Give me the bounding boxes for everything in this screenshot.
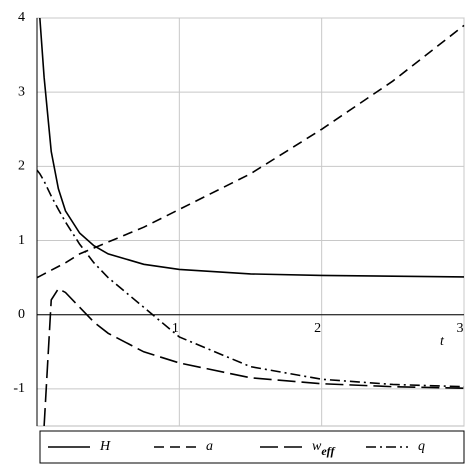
legend-label: q <box>418 439 425 454</box>
y-tick-label: 2 <box>18 159 25 174</box>
series-line <box>39 17 465 278</box>
series-line <box>36 169 465 388</box>
legend-label: a <box>206 439 213 454</box>
y-tick-label: 0 <box>18 307 25 322</box>
series-line <box>36 24 465 279</box>
x-tick-label: 2 <box>314 321 321 336</box>
legend-label: H <box>99 439 111 454</box>
y-tick-label: 4 <box>18 10 25 25</box>
x-tick-label: 3 <box>457 321 464 336</box>
x-tick-label: 1 <box>172 321 179 336</box>
y-tick-label: 3 <box>18 84 25 99</box>
series-line <box>43 287 465 427</box>
y-tick-label: 1 <box>18 233 25 248</box>
y-tick-label: -1 <box>13 381 25 396</box>
plot-frame <box>36 17 465 427</box>
legend-label: weff <box>312 439 335 458</box>
x-axis-label: t <box>440 334 445 349</box>
